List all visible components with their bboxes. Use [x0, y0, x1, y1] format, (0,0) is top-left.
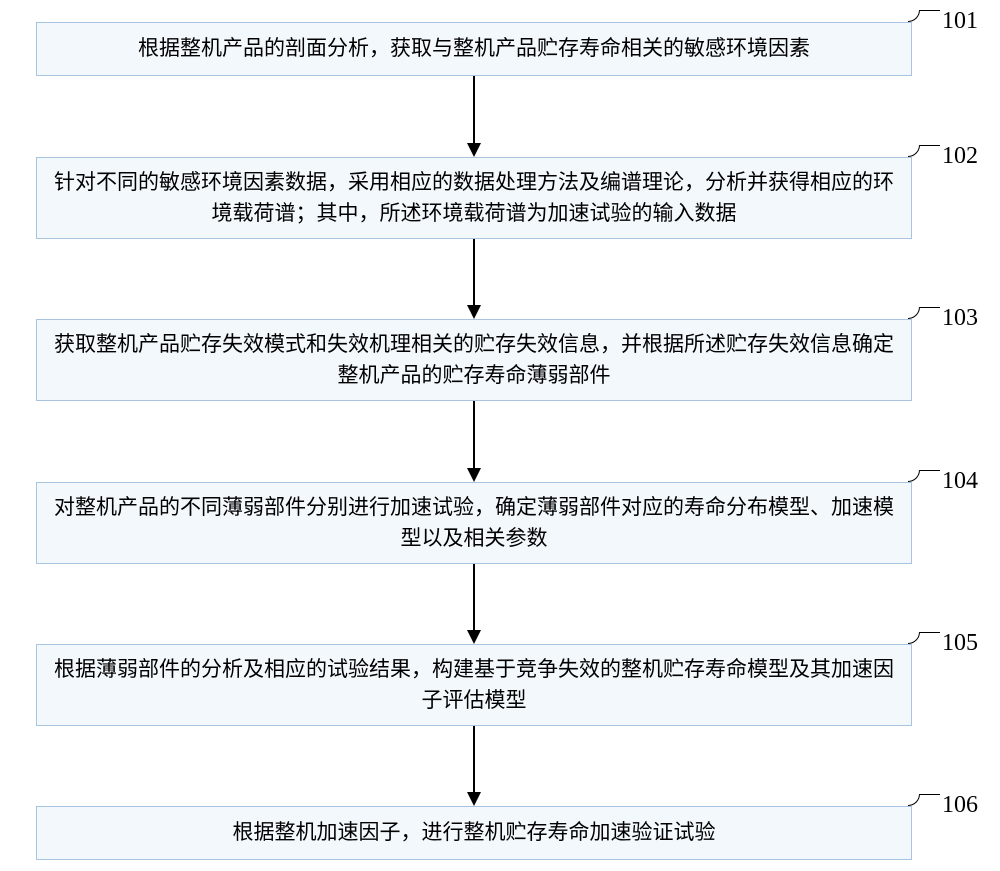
step-label-101: 101	[942, 8, 978, 35]
leader-line	[920, 632, 940, 633]
flow-node-4: 对整机产品的不同薄弱部件分别进行加速试验，确定薄弱部件对应的寿命分布模型、加速模…	[36, 482, 912, 564]
leader-line	[920, 10, 940, 11]
arrow-line-3	[473, 401, 475, 470]
step-label-106: 106	[942, 792, 978, 819]
leader-curve	[908, 470, 920, 482]
step-label-103: 103	[942, 305, 978, 332]
leader-line	[920, 794, 940, 795]
step-label-104: 104	[942, 468, 978, 495]
leader-curve	[908, 794, 920, 806]
flow-node-2: 针对不同的敏感环境因素数据，采用相应的数据处理方法及编谱理论，分析并获得相应的环…	[36, 157, 912, 239]
leader-curve	[908, 307, 920, 319]
arrow-head-1	[467, 143, 481, 157]
flow-node-5: 根据薄弱部件的分析及相应的试验结果，构建基于竞争失效的整机贮存寿命模型及其加速因…	[36, 644, 912, 726]
flow-node-6: 根据整机加速因子，进行整机贮存寿命加速验证试验	[36, 806, 912, 860]
leader-line	[920, 470, 940, 471]
arrow-line-5	[473, 726, 475, 794]
step-label-105: 105	[942, 630, 978, 657]
flow-node-1: 根据整机产品的剖面分析，获取与整机产品贮存寿命相关的敏感环境因素	[36, 22, 912, 76]
arrow-line-4	[473, 564, 475, 632]
arrow-line-2	[473, 239, 475, 307]
leader-curve	[908, 632, 920, 644]
arrow-head-5	[467, 792, 481, 806]
arrow-line-1	[473, 76, 475, 145]
leader-curve	[908, 10, 920, 22]
arrow-head-3	[467, 468, 481, 482]
flow-node-3: 获取整机产品贮存失效模式和失效机理相关的贮存失效信息，并根据所述贮存失效信息确定…	[36, 319, 912, 401]
arrow-head-2	[467, 305, 481, 319]
leader-curve	[908, 145, 920, 157]
arrow-head-4	[467, 630, 481, 644]
leader-line	[920, 307, 940, 308]
step-label-102: 102	[942, 143, 978, 170]
flowchart-canvas: 根据整机产品的剖面分析，获取与整机产品贮存寿命相关的敏感环境因素 101 针对不同的…	[0, 0, 1000, 871]
leader-line	[920, 145, 940, 146]
